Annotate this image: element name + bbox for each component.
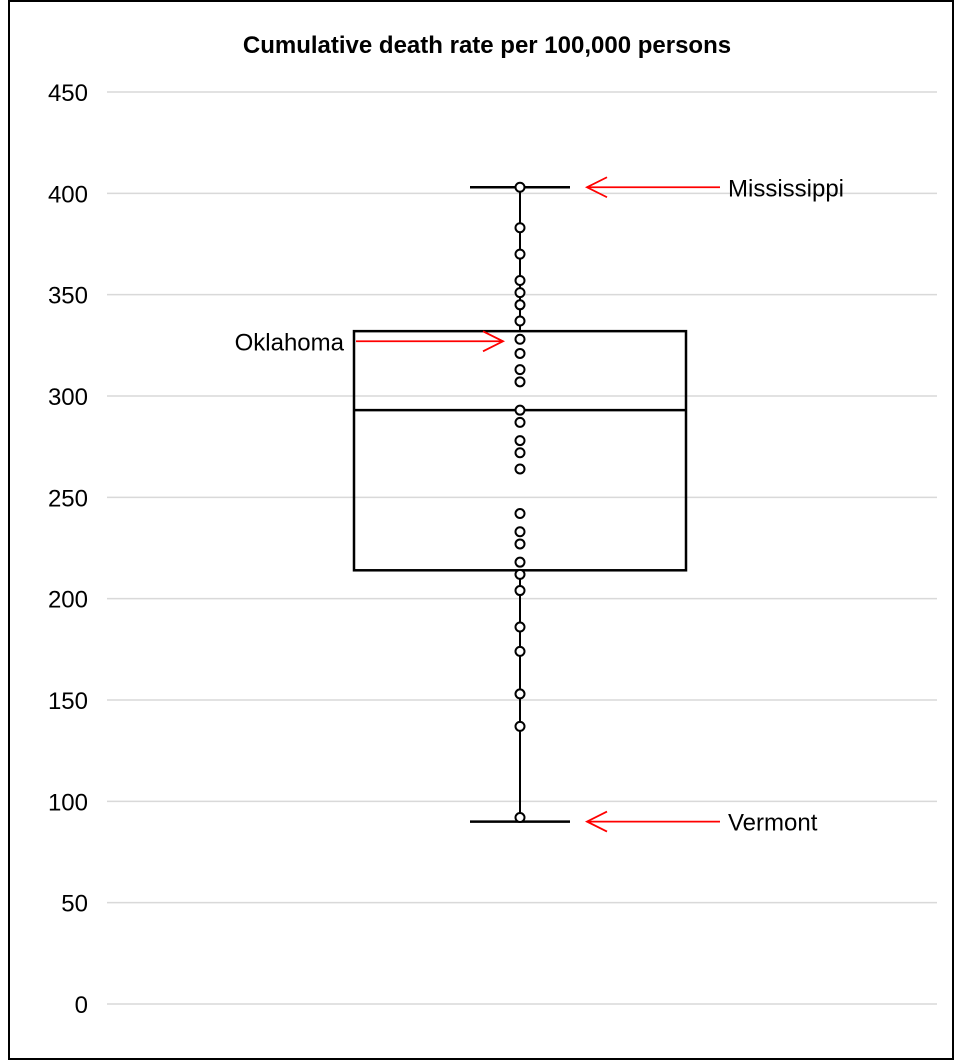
data-point bbox=[514, 376, 526, 388]
data-point bbox=[514, 621, 526, 633]
data-point bbox=[514, 585, 526, 597]
grid-lines bbox=[107, 91, 937, 1005]
annotation-label: Vermont bbox=[728, 810, 818, 837]
box-plot-chart: Cumulative death rate per 100,000 person… bbox=[48, 32, 937, 1019]
annotation-arrowhead bbox=[584, 810, 608, 833]
annotation-arrowhead bbox=[584, 176, 608, 199]
data-point bbox=[514, 299, 526, 311]
data-point bbox=[514, 447, 526, 459]
data-points bbox=[514, 181, 526, 824]
data-point bbox=[514, 688, 526, 700]
data-point bbox=[514, 404, 526, 416]
annotations: Mississippi Oklahoma Vermont bbox=[235, 175, 844, 836]
data-point bbox=[514, 315, 526, 327]
data-point bbox=[514, 333, 526, 345]
data-point bbox=[514, 416, 526, 428]
data-point bbox=[514, 274, 526, 286]
data-point bbox=[514, 248, 526, 260]
y-tick-label: 300 bbox=[48, 384, 88, 411]
data-point bbox=[514, 508, 526, 520]
data-point bbox=[514, 556, 526, 568]
data-point bbox=[514, 645, 526, 657]
y-tick-label: 250 bbox=[48, 485, 88, 512]
data-point bbox=[514, 812, 526, 824]
y-tick-label: 150 bbox=[48, 688, 88, 715]
data-point bbox=[514, 538, 526, 550]
data-point bbox=[514, 222, 526, 234]
data-point bbox=[514, 526, 526, 538]
data-point bbox=[514, 181, 526, 193]
data-point bbox=[514, 720, 526, 732]
y-tick-label: 100 bbox=[48, 789, 88, 816]
y-tick-label: 0 bbox=[75, 992, 88, 1019]
y-tick-label: 200 bbox=[48, 587, 88, 614]
data-point bbox=[514, 463, 526, 475]
chart-title: Cumulative death rate per 100,000 person… bbox=[243, 32, 731, 59]
y-tick-label: 50 bbox=[61, 891, 88, 918]
y-tick-label: 400 bbox=[48, 181, 88, 208]
annotation-arrowhead bbox=[482, 330, 506, 353]
y-tick-label: 450 bbox=[48, 80, 88, 107]
data-point bbox=[514, 568, 526, 580]
data-point bbox=[514, 364, 526, 376]
chart-frame bbox=[8, 0, 954, 1060]
annotation-label: Oklahoma bbox=[235, 329, 345, 356]
data-point bbox=[514, 287, 526, 299]
annotation-label: Mississippi bbox=[728, 175, 844, 202]
y-axis-ticks: 0 50 100 150 200 250 300 350 400 450 bbox=[48, 80, 88, 1019]
y-tick-label: 350 bbox=[48, 283, 88, 310]
data-point bbox=[514, 347, 526, 359]
data-point bbox=[514, 435, 526, 447]
